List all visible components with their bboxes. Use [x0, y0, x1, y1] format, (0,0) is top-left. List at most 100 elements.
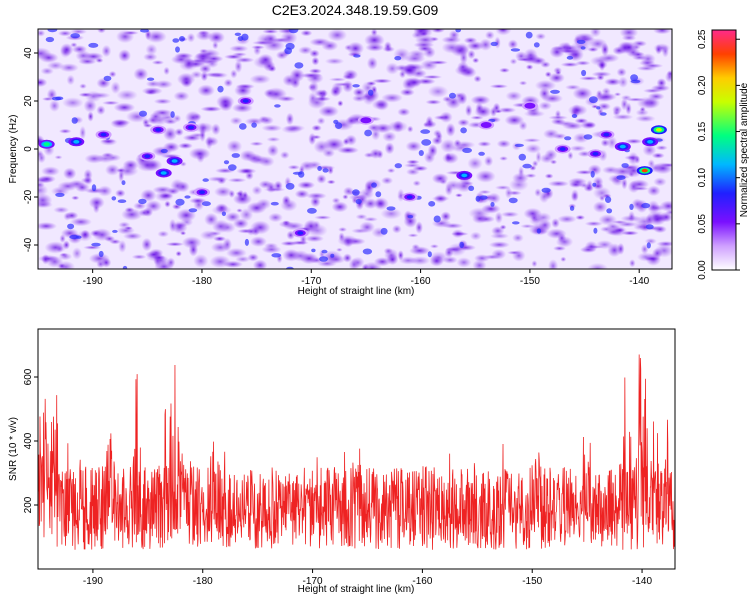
heatmap-texture-blob [383, 247, 393, 255]
heatmap-texture-blob [531, 260, 538, 268]
heatmap-texture-blob [170, 111, 175, 118]
heatmap-texture-blob [105, 164, 120, 176]
heatmap-texture-blob [380, 227, 388, 235]
bottom-y-tick-label: 400 [23, 432, 34, 449]
heatmap-texture-blob [455, 29, 461, 33]
heatmap-texture-blob [386, 168, 396, 174]
heatmap-texture-blob [353, 54, 361, 58]
heatmap-texture-blob [584, 240, 598, 252]
heatmap-texture-blob [540, 61, 551, 68]
heatmap-texture-blob [223, 78, 233, 88]
heatmap-texture-blob [331, 201, 349, 213]
heatmap-texture-blob [226, 247, 247, 258]
heatmap-texture-blob [371, 182, 377, 188]
heatmap-texture-blob [83, 168, 93, 181]
heatmap-hotspot [461, 173, 468, 178]
heatmap-texture-blob [218, 99, 233, 112]
top-y-axis: -40 -20 0 20 40 [23, 47, 38, 252]
heatmap-texture-blob [45, 36, 55, 43]
heatmap-texture-blob [140, 188, 157, 202]
heatmap-texture-blob [566, 55, 574, 60]
heatmap-texture-blob [140, 29, 149, 33]
heatmap-texture-blob [274, 104, 281, 108]
heatmap-texture-blob [550, 159, 558, 165]
bottom-x-tick-label: -190 [83, 576, 103, 587]
heatmap-texture-blob [163, 127, 178, 141]
heatmap-texture-blob [263, 187, 286, 193]
heatmap-texture-blob [235, 255, 251, 263]
heatmap-texture-blob [103, 75, 112, 82]
heatmap-texture-blob [352, 94, 367, 103]
heatmap-texture-blob [210, 242, 230, 253]
heatmap-texture-blob [642, 143, 657, 157]
heatmap-texture-blob [376, 149, 384, 159]
heatmap-texture-blob [532, 160, 539, 168]
heatmap-texture-blob [385, 62, 400, 75]
heatmap-texture-blob [592, 201, 608, 213]
heatmap-texture-blob [101, 44, 112, 58]
heatmap-texture-blob [337, 235, 359, 247]
heatmap-texture-blob [318, 105, 339, 118]
heatmap-texture-blob [617, 242, 625, 255]
heatmap-texture-blob [342, 74, 356, 80]
heatmap-texture-blob [384, 142, 395, 155]
heatmap-texture-blob [467, 157, 483, 170]
bottom-x-axis-label: Height of straight line (km) [298, 584, 415, 595]
heatmap-texture-blob [552, 133, 567, 140]
heatmap-texture-blob [455, 193, 463, 198]
heatmap-texture-blob [518, 165, 525, 178]
heatmap-texture-blob [186, 32, 196, 43]
heatmap-texture-blob [490, 41, 498, 47]
heatmap-texture-blob [363, 216, 379, 222]
heatmap-texture-blob [346, 41, 365, 56]
heatmap-texture-blob [629, 203, 634, 210]
heatmap-texture-blob [509, 58, 518, 65]
heatmap-texture-blob [478, 189, 492, 195]
heatmap-texture-blob [91, 242, 101, 247]
heatmap-texture-blob [362, 248, 373, 255]
heatmap-texture-blob [363, 152, 375, 159]
heatmap-texture-blob [547, 180, 570, 187]
heatmap-texture-blob [326, 254, 346, 264]
heatmap-texture-blob [575, 214, 586, 221]
heatmap-hotspot [73, 140, 80, 144]
heatmap-hotspot [362, 118, 369, 122]
heatmap-texture-blob [454, 92, 464, 99]
heatmap-texture-blob [100, 139, 116, 144]
heatmap-texture-blob [58, 128, 72, 134]
heatmap-texture-blob [576, 39, 586, 45]
heatmap-texture-blob [62, 97, 84, 109]
heatmap-texture-blob [236, 167, 257, 175]
heatmap-texture-blob [470, 115, 484, 120]
heatmap-texture-blob [418, 150, 424, 156]
heatmap-texture-blob [427, 85, 449, 98]
heatmap-texture-blob [209, 72, 228, 79]
heatmap-texture-blob [314, 215, 332, 220]
heatmap-texture-blob [584, 221, 603, 227]
heatmap-texture-blob [232, 52, 247, 57]
heatmap-texture-blob [136, 158, 159, 172]
heatmap-texture-blob [429, 251, 449, 264]
heatmap-texture-blob [525, 173, 537, 179]
heatmap-texture-blob [535, 212, 552, 223]
top-y-tick-label: -40 [23, 237, 34, 252]
heatmap-texture-blob [630, 79, 641, 84]
bottom-y-tick-label: 200 [23, 496, 34, 513]
heatmap-texture-blob [88, 42, 99, 48]
heatmap-texture-blob [595, 92, 617, 102]
heatmap-texture-blob [646, 242, 651, 249]
heatmap-texture-blob [407, 233, 419, 238]
heatmap-texture-blob [471, 213, 488, 224]
heatmap-texture-blob [145, 250, 163, 259]
heatmap-texture-blob [550, 118, 566, 126]
heatmap-texture-blob [38, 254, 59, 263]
heatmap-texture-blob [231, 153, 240, 158]
heatmap-texture-blob [287, 164, 300, 170]
heatmap-texture-blob [666, 70, 672, 78]
heatmap-texture-blob [407, 49, 427, 59]
heatmap-texture-blob [500, 211, 519, 218]
snr-panel: -190 -180 -170 -160 -150 -140 200 400 600 Heigh… [8, 328, 676, 595]
heatmap-texture-blob [490, 232, 510, 240]
heatmap-hotspot [160, 171, 167, 175]
heatmap-texture-blob [79, 83, 87, 89]
